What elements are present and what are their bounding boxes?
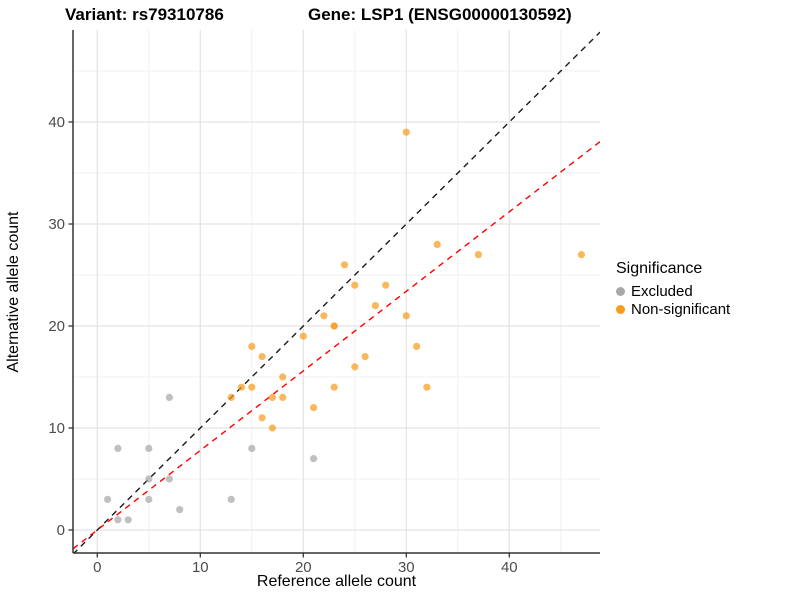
- data-point-non-significant: [474, 251, 482, 259]
- y-tick-label: 40: [48, 114, 65, 131]
- data-point-non-significant: [299, 332, 307, 340]
- data-point-excluded: [145, 475, 153, 483]
- data-point-excluded: [104, 495, 112, 503]
- y-tick-label: 10: [48, 420, 65, 437]
- data-point-non-significant: [413, 342, 421, 350]
- data-point-non-significant: [248, 383, 256, 391]
- x-tick-label: 0: [93, 559, 101, 576]
- data-point-excluded: [114, 516, 122, 524]
- legend-items: Excluded Non-significant: [616, 282, 730, 318]
- data-point-non-significant: [330, 322, 338, 330]
- legend-dot-icon: [616, 304, 625, 314]
- data-point-non-significant: [320, 312, 328, 320]
- legend-item-label: Non-significant: [631, 300, 731, 318]
- legend: Significance Excluded Non-significant: [616, 260, 730, 318]
- data-point-non-significant: [371, 302, 379, 310]
- data-point-non-significant: [227, 393, 235, 401]
- data-point-excluded: [248, 444, 256, 452]
- data-point-non-significant: [330, 383, 338, 391]
- x-tick-label: 30: [398, 559, 415, 576]
- x-tick-label: 10: [192, 559, 209, 576]
- data-point-non-significant: [361, 353, 369, 361]
- data-point-excluded: [145, 495, 153, 503]
- data-point-non-significant: [258, 353, 266, 361]
- data-point-non-significant: [310, 404, 318, 412]
- data-point-non-significant: [268, 424, 276, 432]
- data-point-non-significant: [402, 128, 410, 136]
- data-point-non-significant: [433, 240, 441, 248]
- data-point-non-significant: [351, 281, 359, 289]
- legend-item: Excluded: [616, 282, 730, 300]
- data-point-non-significant: [402, 312, 410, 320]
- data-point-non-significant: [279, 393, 287, 401]
- legend-dot-icon: [616, 286, 625, 296]
- y-tick-label: 30: [48, 216, 65, 233]
- variant-title: Variant: rs79310786: [65, 5, 224, 24]
- data-point-non-significant: [423, 383, 431, 391]
- data-point-non-significant: [248, 342, 256, 350]
- legend-title: Significance: [616, 260, 703, 277]
- data-point-excluded: [145, 444, 153, 452]
- data-point-non-significant: [340, 261, 349, 269]
- y-tick-label: 20: [48, 318, 65, 335]
- data-point-excluded: [165, 393, 173, 401]
- data-point-non-significant: [382, 281, 390, 289]
- expected-ratio-line: [73, 141, 600, 550]
- data-point-non-significant: [279, 373, 287, 381]
- data-point-excluded: [227, 495, 235, 503]
- data-point-excluded: [310, 455, 318, 463]
- data-point-excluded: [165, 475, 173, 483]
- data-point-excluded: [114, 444, 122, 452]
- data-point-non-significant: [268, 393, 276, 401]
- data-point-non-significant: [258, 414, 266, 422]
- x-axis-label: Reference allele count: [256, 573, 417, 590]
- identity-line: [73, 31, 600, 553]
- y-axis-label: Alternative allele count: [5, 211, 22, 373]
- data-point-non-significant: [351, 363, 359, 371]
- gene-title: Gene: LSP1 (ENSG00000130592): [308, 5, 572, 24]
- y-tick-label: 0: [57, 522, 65, 539]
- data-point-non-significant: [577, 251, 586, 259]
- x-tick-label: 20: [295, 559, 312, 576]
- data-point-excluded: [176, 506, 184, 514]
- x-tick-label: 40: [501, 559, 518, 576]
- data-point-excluded: [124, 516, 132, 524]
- data-point-non-significant: [237, 383, 246, 391]
- legend-item: Non-significant: [616, 300, 730, 318]
- legend-item-label: Excluded: [631, 282, 693, 300]
